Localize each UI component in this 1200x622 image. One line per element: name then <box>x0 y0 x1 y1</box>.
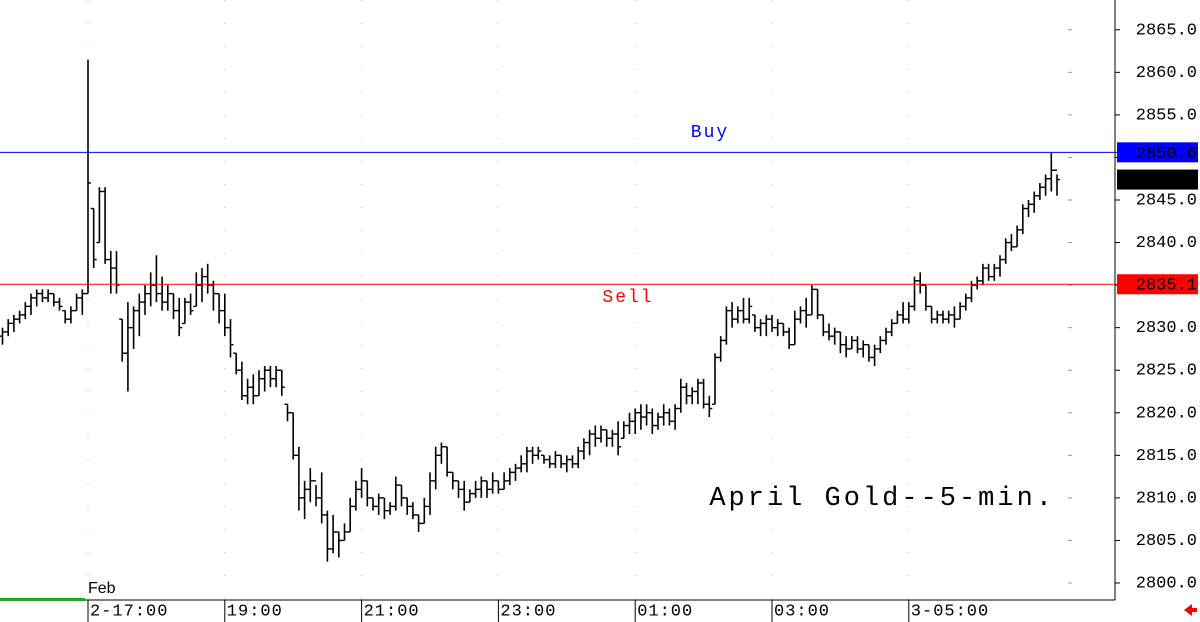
y-tick-label: 2810.0 <box>1136 489 1197 508</box>
y-tick-label: 2805.0 <box>1136 532 1197 551</box>
y-tick-label: 2815.0 <box>1136 447 1197 466</box>
level-tag <box>1117 142 1198 163</box>
level-label: Sell <box>602 288 653 308</box>
date-label: Feb <box>88 580 116 597</box>
level-tag-label: 2835.1 <box>1136 277 1197 296</box>
x-tick-label: 21:00 <box>364 602 420 621</box>
level-label: Buy <box>691 123 729 143</box>
x-tick-label: 03:00 <box>774 602 830 621</box>
y-tick-label: 2825.0 <box>1136 362 1197 381</box>
x-tick-label: 2-17:00 <box>90 602 168 621</box>
last-price-tag <box>1117 169 1198 190</box>
y-tick-label: 2830.0 <box>1136 319 1197 338</box>
annotation: April Gold--5-min. <box>709 484 1055 514</box>
level-tag <box>1117 274 1198 295</box>
last-price-label: 2847.4 <box>1136 172 1197 191</box>
scroll-arrow <box>1184 604 1197 616</box>
level-tag-label: 2850.6 <box>1136 145 1197 164</box>
y-tick-label: 2800.0 <box>1136 574 1197 593</box>
x-tick-label: 01:00 <box>637 602 693 621</box>
x-tick-label: 23:00 <box>500 602 556 621</box>
x-tick-label: 19:00 <box>227 602 283 621</box>
y-tick-label: 2855.0 <box>1136 106 1197 125</box>
y-tick-label: 2840.0 <box>1136 234 1197 253</box>
y-tick-label: 2865.0 <box>1136 21 1197 40</box>
session-bar <box>0 598 85 601</box>
y-tick-label: 2860.0 <box>1136 64 1197 83</box>
x-tick-label: 3-05:00 <box>911 602 989 621</box>
y-tick-label: 2820.0 <box>1136 404 1197 423</box>
y-tick-label: 2845.0 <box>1136 191 1197 210</box>
